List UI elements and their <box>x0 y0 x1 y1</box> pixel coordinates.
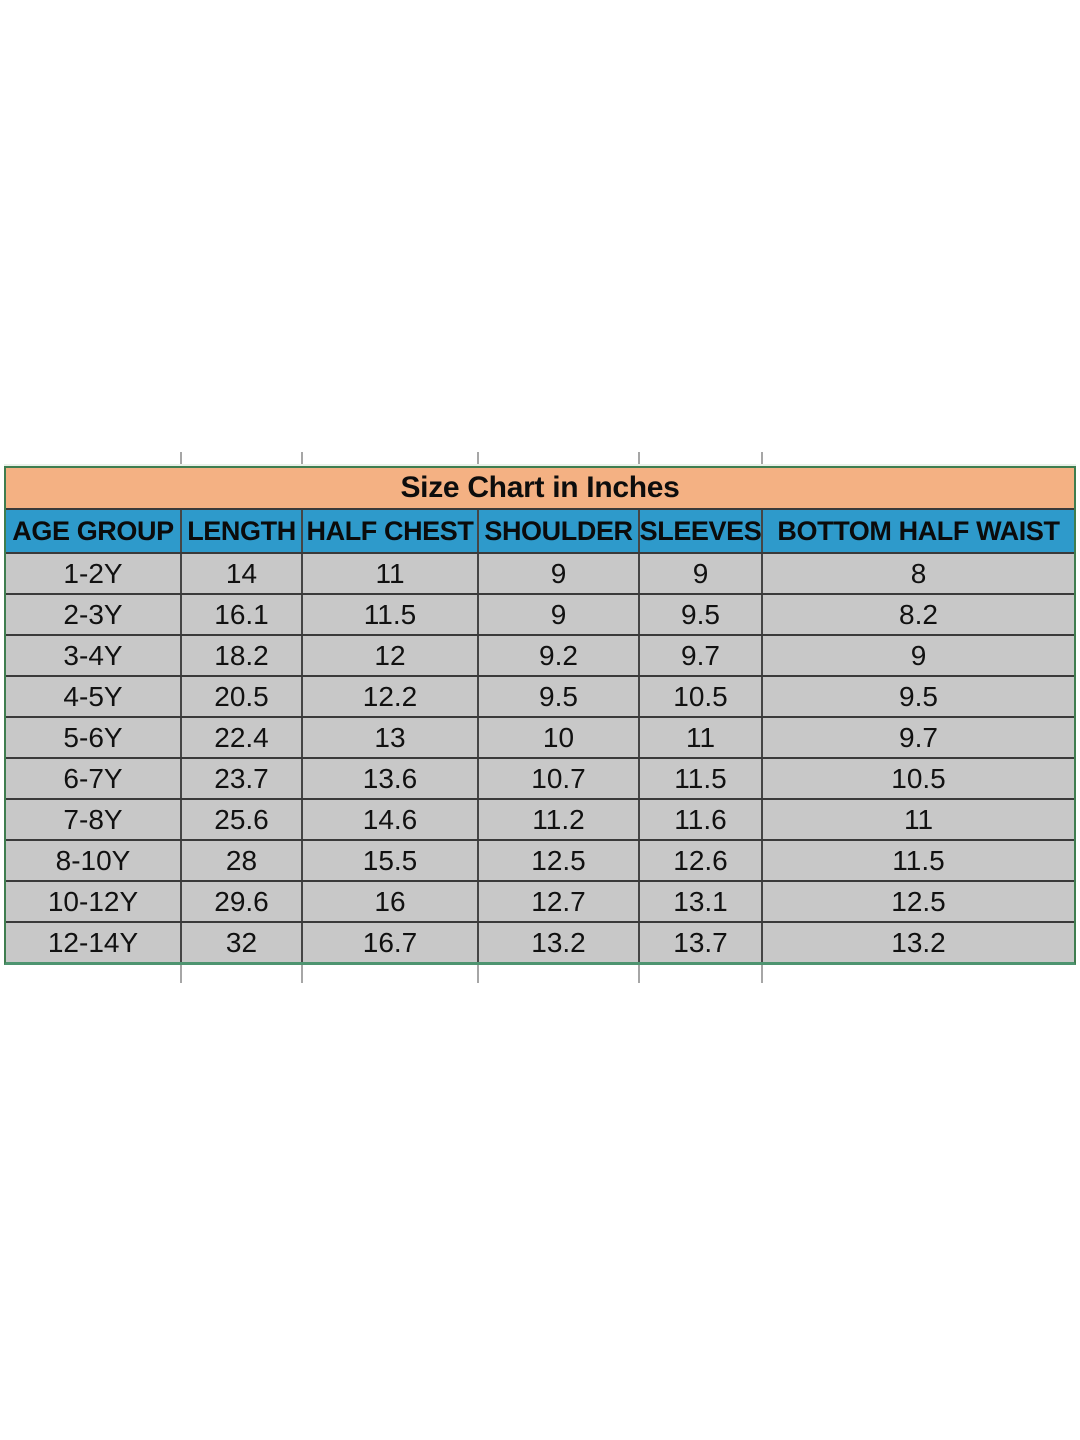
table-row: 10-12Y 29.6 16 12.7 13.1 12.5 <box>6 880 1074 921</box>
table-cell: 28 <box>180 841 301 880</box>
table-cell: 9.5 <box>761 677 1074 716</box>
table-cell: 11 <box>761 800 1074 839</box>
table-cell: 13 <box>301 718 477 757</box>
table-cell: 11.2 <box>477 800 638 839</box>
table-cell: 11 <box>301 554 477 593</box>
table-cell: 9.7 <box>761 718 1074 757</box>
table-cell: 20.5 <box>180 677 301 716</box>
table-cell: 12 <box>301 636 477 675</box>
table-row: 7-8Y 25.6 14.6 11.2 11.6 11 <box>6 798 1074 839</box>
table-body: 1-2Y 14 11 9 9 8 2-3Y 16.1 11.5 9 9.5 8.2 3-4Y 18.2 12… <box>6 552 1074 962</box>
table-cell: 1-2Y <box>63 557 123 589</box>
table-cell: 16.7 <box>301 923 477 962</box>
table-row: 12-14Y 32 16.7 13.2 13.7 13.2 <box>6 921 1074 962</box>
gridline-stub <box>301 965 303 983</box>
table-row: 6-7Y 23.7 13.6 10.7 11.5 10.5 <box>6 757 1074 798</box>
table-cell: 13.6 <box>301 759 477 798</box>
column-header-bottom-half-waist: BOTTOM HALF WAIST <box>761 510 1074 552</box>
table-cell: 11.5 <box>638 759 761 798</box>
table-row: 4-5Y 20.5 12.2 9.5 10.5 9.5 <box>6 675 1074 716</box>
gridline-stub <box>180 965 182 983</box>
table-cell: 9.5 <box>477 677 638 716</box>
table-cell: 18.2 <box>180 636 301 675</box>
table-cell: 22.4 <box>180 718 301 757</box>
table-cell: 14.6 <box>301 800 477 839</box>
table-cell: 29.6 <box>180 882 301 921</box>
table-cell: 11.5 <box>301 595 477 634</box>
table-cell: 9.5 <box>638 595 761 634</box>
gridline-stub <box>180 452 182 466</box>
gridline-stub <box>638 452 640 466</box>
table-cell: 3-4Y <box>63 639 123 671</box>
table-cell: 13.7 <box>638 923 761 962</box>
table-row: 2-3Y 16.1 11.5 9 9.5 8.2 <box>6 593 1074 634</box>
table-cell: 5-6Y <box>63 721 123 753</box>
table-cell: 10.5 <box>761 759 1074 798</box>
table-cell: 9 <box>761 636 1074 675</box>
table-title: Size Chart in Inches <box>6 468 1074 510</box>
table-cell: 8.2 <box>761 595 1074 634</box>
table-cell: 8-10Y <box>55 844 131 876</box>
table-cell: 9.7 <box>638 636 761 675</box>
table-cell: 11 <box>638 718 761 757</box>
gridline-stub <box>638 965 640 983</box>
table-row: 8-10Y 28 15.5 12.5 12.6 11.5 <box>6 839 1074 880</box>
gridline-stub <box>761 452 763 466</box>
table-cell: 11.5 <box>761 841 1074 880</box>
table-cell: 9 <box>477 595 638 634</box>
table-cell: 8 <box>761 554 1074 593</box>
table-cell: 10.5 <box>638 677 761 716</box>
size-chart-table: Size Chart in Inches AGE GROUP LENGTH HALF… <box>4 466 1076 965</box>
table-cell: 23.7 <box>180 759 301 798</box>
table-cell: 12-14Y <box>47 926 139 958</box>
column-header-half-chest: HALF CHEST <box>301 510 477 552</box>
table-cell: 12.5 <box>761 882 1074 921</box>
table-cell: 6-7Y <box>63 762 123 794</box>
table-cell: 9.2 <box>477 636 638 675</box>
gridline-stub <box>301 452 303 466</box>
column-header-age-group: AGE GROUP <box>12 515 174 546</box>
table-cell: 7-8Y <box>63 803 123 835</box>
table-cell: 15.5 <box>301 841 477 880</box>
table-cell: 12.7 <box>477 882 638 921</box>
table-cell: 10 <box>477 718 638 757</box>
table-cell: 9 <box>638 554 761 593</box>
table-row: 5-6Y 22.4 13 10 11 9.7 <box>6 716 1074 757</box>
table-cell: 10-12Y <box>47 885 139 917</box>
gridline-stub <box>477 452 479 466</box>
table-cell: 16 <box>301 882 477 921</box>
table-row: 3-4Y 18.2 12 9.2 9.7 9 <box>6 634 1074 675</box>
table-cell: 4-5Y <box>63 680 123 712</box>
table-cell: 13.2 <box>761 923 1074 962</box>
table-cell: 11.6 <box>638 800 761 839</box>
table-cell: 9 <box>477 554 638 593</box>
table-cell: 2-3Y <box>63 598 123 630</box>
table-cell: 12.5 <box>477 841 638 880</box>
column-header-sleeves: SLEEVES <box>638 510 761 552</box>
table-cell: 13.1 <box>638 882 761 921</box>
table-cell: 25.6 <box>180 800 301 839</box>
table-cell: 14 <box>180 554 301 593</box>
table-row: 1-2Y 14 11 9 9 8 <box>6 552 1074 593</box>
table-cell: 16.1 <box>180 595 301 634</box>
table-cell: 32 <box>180 923 301 962</box>
gridline-stub <box>477 965 479 983</box>
table-cell: 10.7 <box>477 759 638 798</box>
table-cell: 13.2 <box>477 923 638 962</box>
column-header-length: LENGTH <box>180 510 301 552</box>
column-header-shoulder: SHOULDER <box>477 510 638 552</box>
table-cell: 12.6 <box>638 841 761 880</box>
table-cell: 12.2 <box>301 677 477 716</box>
header-row: AGE GROUP LENGTH HALF CHEST SHOULDER SLEEVES… <box>6 510 1074 552</box>
gridline-stub <box>761 965 763 983</box>
